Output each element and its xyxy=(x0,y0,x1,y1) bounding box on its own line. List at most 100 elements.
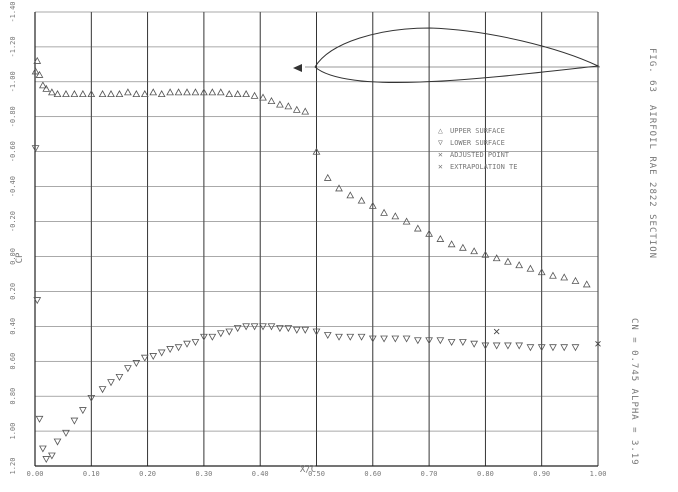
legend-symbol: △ xyxy=(438,126,443,135)
lower-surface-point xyxy=(459,339,467,347)
upper-surface-point xyxy=(200,88,208,96)
y-tick-label: 0.20 xyxy=(9,283,17,300)
lower-surface-point xyxy=(191,339,200,347)
upper-surface-point xyxy=(391,212,400,220)
upper-surface-point xyxy=(582,280,591,288)
figure-condition: CN = 0.745 ALPHA = 3.19 xyxy=(629,318,639,466)
upper-surface-point xyxy=(413,224,422,232)
upper-surface-point xyxy=(323,173,332,181)
y-tick-label: 0.80 xyxy=(9,388,17,405)
lower-surface-point xyxy=(413,337,422,345)
upper-surface-point xyxy=(62,90,70,98)
lower-surface-point xyxy=(447,339,456,347)
upper-surface-point xyxy=(242,90,251,98)
upper-surface-point xyxy=(515,261,524,269)
legend-item-lower: ▽ LOWER SURFACE xyxy=(438,138,505,147)
lower-surface-point xyxy=(357,333,366,341)
upper-surface-point xyxy=(140,90,149,98)
lower-surface-point xyxy=(276,325,284,333)
extrapolation-point xyxy=(595,340,601,347)
grid-lines xyxy=(34,11,599,467)
upper-surface-point xyxy=(380,208,388,216)
lower-surface-point xyxy=(470,340,479,348)
upper-surface-point xyxy=(346,191,355,199)
y-tick-label: 1.20 xyxy=(9,458,17,475)
legend: △ UPPER SURFACE ▽ LOWER SURFACE ✕ ADJUST… xyxy=(438,126,517,171)
upper-surface-point xyxy=(107,90,115,98)
legend-label: ADJUSTED POINT xyxy=(450,151,510,159)
upper-surface-point xyxy=(284,102,293,110)
y-tick-label: 0.00 xyxy=(9,248,17,265)
upper-surface-point xyxy=(42,84,51,92)
upper-surface-point xyxy=(259,93,267,101)
lower-surface-point xyxy=(200,333,208,341)
lower-surface-point xyxy=(39,445,47,453)
upper-surface-point xyxy=(402,217,411,225)
upper-surface-point xyxy=(174,88,183,96)
lower-surface-point xyxy=(174,344,183,352)
upper-surface-point xyxy=(250,91,259,99)
upper-surface-point xyxy=(53,90,62,98)
x-tick-label: 0.20 xyxy=(139,470,156,478)
legend-label: LOWER SURFACE xyxy=(450,139,505,147)
upper-surface-point xyxy=(87,90,96,98)
lower-surface-point xyxy=(492,342,501,350)
upper-surface-point xyxy=(436,234,445,242)
upper-surface-point xyxy=(571,276,580,284)
upper-surface-point xyxy=(292,105,301,113)
side-annotation: FIG. 63 AIRFOIL RAE 2822 SECTION CN = 0.… xyxy=(629,48,657,466)
figure-number: FIG. 63 xyxy=(647,48,657,93)
lower-surface-point xyxy=(124,365,132,373)
x-axis-label: X/C xyxy=(300,465,316,475)
x-tick-label: 0.90 xyxy=(533,470,550,478)
lower-surface-point xyxy=(62,429,70,437)
lower-surface-point xyxy=(35,415,44,423)
lower-surface-point xyxy=(335,333,343,341)
upper-surface-point xyxy=(233,90,242,98)
lower-surface-point xyxy=(149,353,158,361)
lower-surface-point xyxy=(87,394,96,402)
lower-surface-point xyxy=(368,335,377,343)
lower-surface-point xyxy=(53,438,62,446)
y-tick-label: -0.60 xyxy=(9,141,17,162)
lower-surface-point xyxy=(33,297,42,305)
lower-surface-point xyxy=(70,417,79,425)
upper-surface-point xyxy=(335,184,343,192)
lower-surface-point xyxy=(526,344,535,352)
y-axis-label: CP xyxy=(15,252,25,263)
upper-surface-point xyxy=(560,273,569,281)
lower-surface-point xyxy=(157,349,166,357)
lower-surface-point xyxy=(48,452,56,460)
lower-surface-point xyxy=(323,332,332,340)
lower-surface-point xyxy=(42,456,51,464)
lower-surface-point xyxy=(312,328,321,336)
upper-surface-point xyxy=(492,254,501,262)
lower-surface-point xyxy=(166,346,174,354)
upper-surface-point xyxy=(504,257,512,265)
lower-surface-point xyxy=(571,344,580,352)
upper-surface-point xyxy=(157,90,166,98)
upper-surface-point xyxy=(425,229,433,237)
y-tick-label: 1.00 xyxy=(9,423,17,440)
upper-surface-point xyxy=(225,90,234,98)
upper-surface-point xyxy=(124,88,132,96)
lower-surface-point xyxy=(292,326,301,334)
lower-surface-point xyxy=(250,323,259,331)
y-tick-label: -0.20 xyxy=(9,211,17,232)
upper-surface-point xyxy=(549,271,557,279)
legend-symbol: ✕ xyxy=(438,162,443,171)
lower-surface-point xyxy=(436,337,445,345)
y-tick-label: -0.40 xyxy=(9,176,17,197)
lower-surface-point xyxy=(259,323,267,331)
legend-item-adjusted: ✕ ADJUSTED POINT xyxy=(438,150,510,159)
airfoil-shape xyxy=(314,27,600,83)
upper-surface-point xyxy=(78,90,87,98)
upper-surface-point xyxy=(208,88,217,96)
figure-caption: AIRFOIL RAE 2822 SECTION xyxy=(647,105,657,259)
upper-surface-point xyxy=(357,196,366,204)
legend-item-upper: △ UPPER SURFACE xyxy=(438,126,505,135)
x-tick-label: 0.10 xyxy=(83,470,100,478)
upper-surface-point xyxy=(48,88,56,96)
upper-surface-point xyxy=(368,201,377,209)
